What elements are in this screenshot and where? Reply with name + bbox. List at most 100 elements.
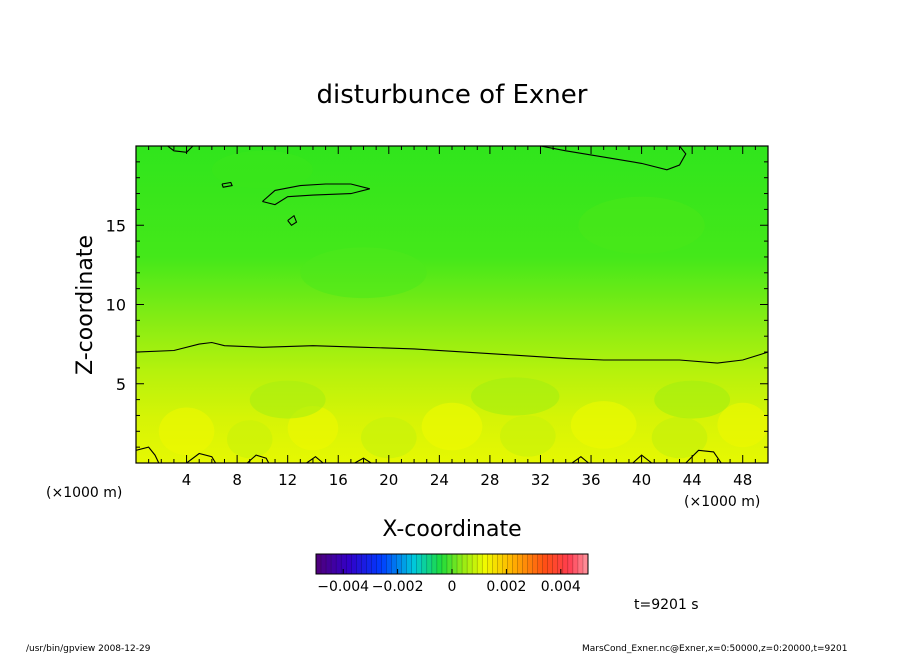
x-unit-label-left: (×1000 m) <box>46 485 122 501</box>
colorbar-cell <box>381 554 387 574</box>
colorbar-cell <box>522 554 528 574</box>
shading-patch <box>654 380 731 419</box>
x-tick-label: 16 <box>329 471 348 489</box>
colorbar-cell <box>401 554 407 574</box>
colorbar-cell <box>436 554 443 574</box>
shading-patch <box>300 247 427 299</box>
colorbar-cell <box>577 554 584 574</box>
colorbar-cell <box>351 554 357 574</box>
colorbar-cell <box>552 554 559 574</box>
colorbar-cell <box>361 554 367 574</box>
contour-line <box>540 146 687 171</box>
chart-title: disturbunce of Exner <box>317 80 588 110</box>
contour-line <box>221 181 233 188</box>
colorbar-cell <box>331 554 337 574</box>
colorbar-cell <box>316 554 322 574</box>
footer-left: /usr/bin/gpview 2008-12-29 <box>26 644 151 654</box>
x-tick-label: 40 <box>632 471 651 489</box>
shading-patch <box>158 407 215 456</box>
shading-patch <box>360 417 417 459</box>
colorbar-cell <box>487 554 493 574</box>
colorbar-cell <box>421 554 428 574</box>
x-unit-label-right: (×1000 m) <box>684 494 760 510</box>
colorbar <box>315 553 589 575</box>
x-tick-label: 44 <box>683 471 702 489</box>
y-axis-label: Z-coordinate <box>73 235 98 375</box>
colorbar-cell <box>547 554 554 574</box>
colorbar-cell <box>416 554 423 574</box>
colorbar-cell <box>356 554 362 574</box>
colorbar-cell <box>572 554 579 574</box>
contour-lines <box>136 146 768 463</box>
contour-line <box>186 452 217 463</box>
colorbar-cell <box>477 554 483 574</box>
colorbar-cell <box>512 554 518 574</box>
x-tick-label: 20 <box>379 471 398 489</box>
colorbar-tick-label: −0.004 <box>317 579 369 595</box>
colorbar-cell <box>406 554 413 574</box>
footer-right: MarsCond_Exner.nc@Exner,x=0:50000,z=0:20… <box>582 644 847 654</box>
colorbar-cell <box>326 554 332 574</box>
x-tick-label: 8 <box>232 471 242 489</box>
time-label: t=9201 s <box>634 597 699 613</box>
shading-patch <box>651 417 708 459</box>
colorbar-cell <box>582 554 589 574</box>
y-tick-label: 5 <box>116 375 126 394</box>
colorbar-cell <box>567 554 574 574</box>
y-tick-label: 10 <box>106 296 126 315</box>
x-axis-label: X-coordinate <box>382 517 521 542</box>
y-tick-label: 15 <box>106 216 126 235</box>
colorbar-cell <box>537 554 543 574</box>
colorbar-cell <box>446 554 453 574</box>
x-tick-label: 36 <box>581 471 600 489</box>
colorbar-cell <box>366 554 372 574</box>
contour-line <box>287 214 298 227</box>
colorbar-cell <box>532 554 538 574</box>
x-tick-label: 28 <box>480 471 499 489</box>
x-tick-label: 4 <box>182 471 192 489</box>
shading-patch <box>500 415 556 457</box>
colorbar-tick-label: 0 <box>448 579 457 595</box>
colorbar-cell <box>502 554 508 574</box>
colorbar-cell <box>346 554 352 574</box>
x-tick-label: 24 <box>430 471 449 489</box>
contour-line <box>262 183 370 206</box>
shading-patch <box>470 377 560 416</box>
colorbar-cell <box>426 554 433 574</box>
colorbar-cell <box>457 554 463 574</box>
contour-line <box>167 146 194 153</box>
contour-line <box>136 446 160 463</box>
colorbar-cell <box>462 554 468 574</box>
colorbar-tick-label: 0.002 <box>486 579 526 595</box>
colorbar-cell <box>341 554 347 574</box>
x-tick-label: 32 <box>531 471 550 489</box>
colorbar-cell <box>497 554 503 574</box>
shading-patch <box>578 196 705 254</box>
colorbar-tick-label: −0.002 <box>372 579 424 595</box>
contour-line <box>354 457 372 463</box>
colorbar-cell <box>376 554 382 574</box>
colorbar-cell <box>472 554 478 574</box>
colorbar-cell <box>557 554 564 574</box>
colorbar-cell <box>492 554 498 574</box>
contour-line <box>246 454 270 463</box>
colorbar-cell <box>391 554 397 574</box>
shading-patch <box>570 401 637 449</box>
x-tick-label: 12 <box>278 471 297 489</box>
colorbar-cell <box>542 554 549 574</box>
shading-patch <box>717 402 768 448</box>
contour-line <box>136 341 768 364</box>
colorbar-cell <box>527 554 533 574</box>
colorbar-cell <box>411 554 418 574</box>
shading-patch <box>211 150 313 189</box>
colorbar-cell <box>441 554 448 574</box>
colorbar-cell <box>336 554 342 574</box>
colorbar-tick-label: 0.004 <box>541 579 581 595</box>
colorbar-cell <box>396 554 402 574</box>
colorbar-cell <box>452 554 458 574</box>
shading-patch <box>421 402 483 451</box>
contour-line <box>306 456 324 463</box>
colorbar-cell <box>507 554 513 574</box>
shading-patch <box>227 420 273 459</box>
